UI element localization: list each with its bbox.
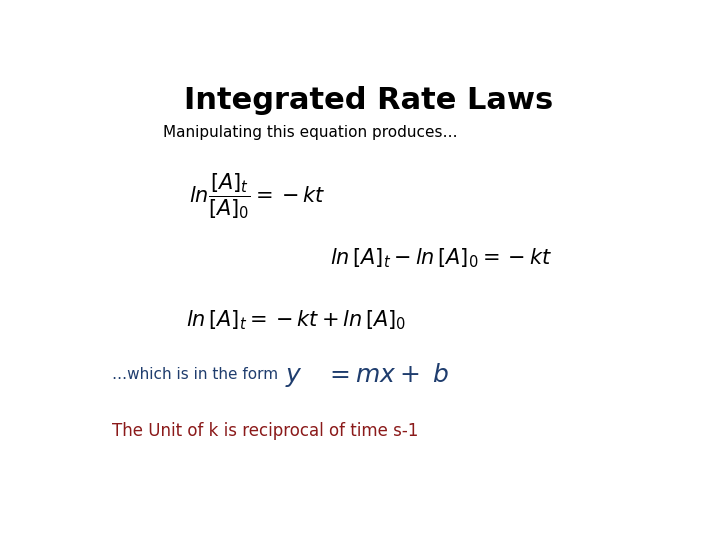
Text: Integrated Rate Laws: Integrated Rate Laws	[184, 85, 554, 114]
Text: Manipulating this equation produces…: Manipulating this equation produces…	[163, 125, 457, 140]
Text: $y \quad = mx + \; b$: $y \quad = mx + \; b$	[285, 361, 449, 389]
Text: $ln\,[A]_t - ln\,[A]_0 = -kt$: $ln\,[A]_t - ln\,[A]_0 = -kt$	[330, 246, 553, 270]
Text: $ln\,[A]_t = -kt + ln\,[A]_0$: $ln\,[A]_t = -kt + ln\,[A]_0$	[186, 309, 407, 332]
Text: $ln\dfrac{[A]_t}{[A]_0} = -kt$: $ln\dfrac{[A]_t}{[A]_0} = -kt$	[189, 171, 325, 221]
Text: The Unit of k is reciprocal of time s-1: The Unit of k is reciprocal of time s-1	[112, 422, 419, 440]
Text: …which is in the form: …which is in the form	[112, 367, 279, 382]
